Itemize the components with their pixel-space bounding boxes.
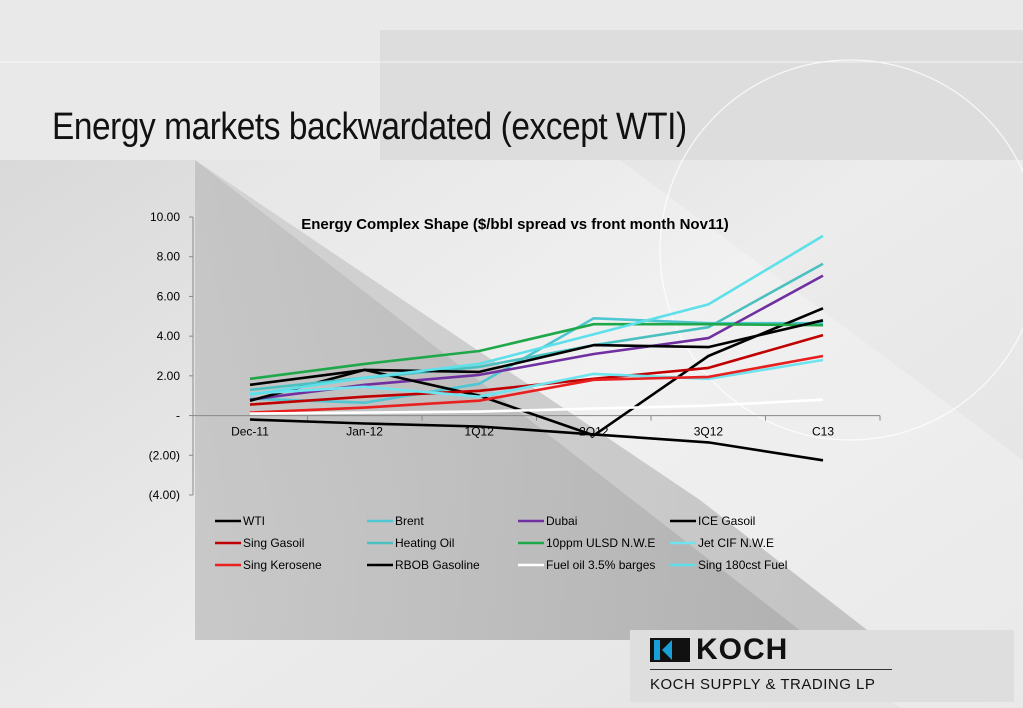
series-line-fuel-oil-3-5-barges xyxy=(249,398,824,415)
series-line-sing-gasoil xyxy=(249,333,824,406)
chart-title: Energy Complex Shape ($/bbl spread vs fr… xyxy=(301,216,729,233)
series-line-10ppm-ulsd-n-w-e xyxy=(249,322,824,381)
series-line-jet-cif-n-w-e xyxy=(249,358,824,399)
koch-k-icon xyxy=(650,638,690,662)
y-tick-label: (4.00) xyxy=(149,488,180,502)
series-line-rbob-gasoline xyxy=(249,319,824,387)
legend-label-jet-cif-n-w-e: Jet CIF N.W.E xyxy=(698,536,774,550)
x-tick-label: C13 xyxy=(812,425,834,439)
legend-label-wti: WTI xyxy=(243,514,265,528)
y-tick-label: 8.00 xyxy=(157,250,181,264)
slide-title: Energy markets backwardated (except WTI) xyxy=(52,106,687,148)
legend-label-brent: Brent xyxy=(395,514,424,528)
legend-label-heating-oil: Heating Oil xyxy=(395,536,454,550)
y-tick-label: 6.00 xyxy=(157,289,181,303)
y-tick-label: (2.00) xyxy=(149,448,180,462)
logo-divider xyxy=(650,669,892,670)
legend-label-10ppm-ulsd-n-w-e: 10ppm ULSD N.W.E xyxy=(546,536,655,550)
x-tick-label: Jan-12 xyxy=(346,425,383,439)
y-tick-label: 2.00 xyxy=(157,369,181,383)
legend-label-fuel-oil-3-5-barges: Fuel oil 3.5% barges xyxy=(546,558,655,572)
chart-legend: WTI Brent Dubai ICE Gasoil Sing Gasoil Heatin… xyxy=(215,514,787,572)
legend-label-rbob-gasoline: RBOB Gasoline xyxy=(395,558,480,572)
series-line-wti xyxy=(249,418,824,462)
chart-axes: 10.00 8.00 6.00 4.00 2.00 - (2.00) (4.00) Dec-11… xyxy=(149,210,881,502)
logo-subtitle: KOCH SUPPLY & TRADING LP xyxy=(650,676,876,693)
chart-series xyxy=(249,234,824,462)
legend-label-sing-gasoil: Sing Gasoil xyxy=(243,536,304,550)
legend-label-sing-180cst-fuel: Sing 180cst Fuel xyxy=(698,558,787,572)
x-tick-label: 3Q12 xyxy=(694,425,724,439)
series-line-sing-kerosene xyxy=(249,354,824,414)
company-logo: KOCH KOCH SUPPLY & TRADING LP xyxy=(630,630,1014,702)
x-tick-label: Dec-11 xyxy=(231,425,269,439)
y-tick-label: 10.00 xyxy=(150,210,180,224)
legend-label-ice-gasoil: ICE Gasoil xyxy=(698,514,755,528)
y-tick-label: - xyxy=(176,409,180,423)
series-line-sing-180cst-fuel xyxy=(249,234,824,396)
y-tick-label: 4.00 xyxy=(157,329,181,343)
legend-label-dubai: Dubai xyxy=(546,514,577,528)
legend-label-sing-kerosene: Sing Kerosene xyxy=(243,558,322,572)
logo-wordmark: KOCH xyxy=(696,633,789,666)
series-line-ice-gasoil xyxy=(249,307,824,437)
